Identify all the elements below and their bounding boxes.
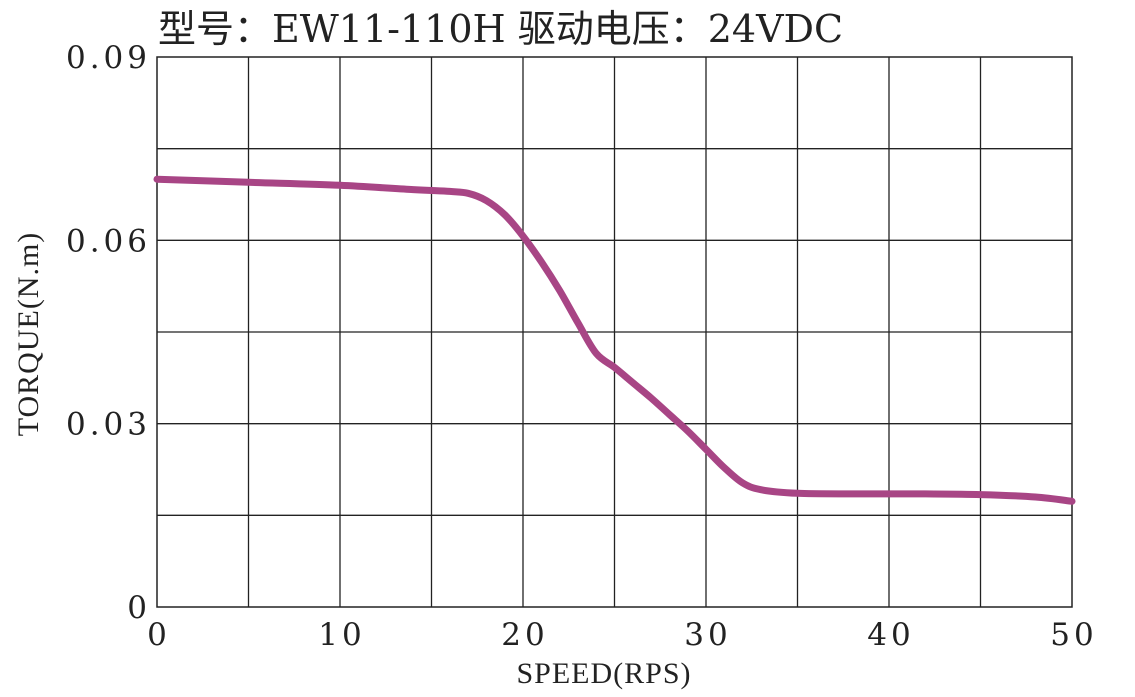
y-tick-label: 0.09 <box>66 40 151 76</box>
y-tick-label: 0.06 <box>66 223 151 259</box>
y-axis-label: TORQUE(N.m) <box>12 232 45 437</box>
x-tick-label: 40 <box>867 617 914 653</box>
series-layer <box>153 175 1076 505</box>
x-axis-ticks: 0 10 20 30 40 50 <box>147 617 1097 653</box>
x-tick-label: 0 <box>147 617 171 653</box>
x-tick-label: 20 <box>501 617 548 653</box>
grid <box>157 57 1072 607</box>
chart-title: 型号：EW11-110H 驱动电压：24VDC <box>158 7 843 51</box>
y-tick-label: 0.03 <box>66 407 151 443</box>
x-tick-label: 30 <box>684 617 731 653</box>
y-tick-label: 0 <box>127 590 151 626</box>
torque-curve <box>153 175 1076 505</box>
x-tick-label: 10 <box>318 617 365 653</box>
plot-frame <box>156 56 1073 608</box>
y-axis-ticks: 0 0.03 0.06 0.09 <box>66 40 151 626</box>
x-tick-label: 50 <box>1050 617 1097 653</box>
x-axis-label: SPEED(RPS) <box>516 657 691 690</box>
